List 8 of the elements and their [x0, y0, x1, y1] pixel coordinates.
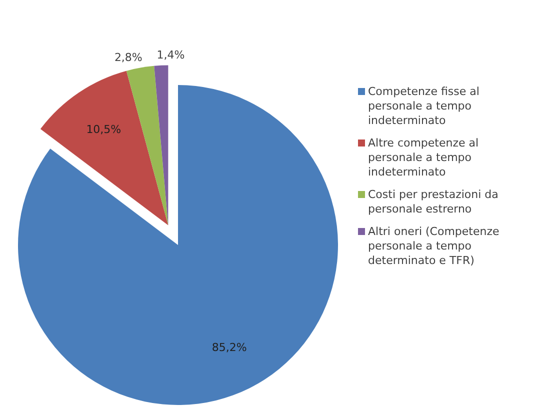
data-label: 2,8%	[114, 50, 142, 64]
data-label: 1,4%	[156, 48, 185, 62]
legend-label: Altri oneri (Competenze personale a tempo determinato e TFR)	[368, 225, 500, 268]
legend-label: Costi per prestazioni da personale estrerno	[368, 188, 498, 216]
legend-label: Competenze fisse al personale a tempo indeterminato	[368, 85, 480, 128]
legend-label: Altre competenze al personale a tempo indeterminato	[368, 136, 479, 179]
data-label: 10,5%	[86, 122, 122, 136]
data-label: 85,2%	[212, 341, 247, 354]
